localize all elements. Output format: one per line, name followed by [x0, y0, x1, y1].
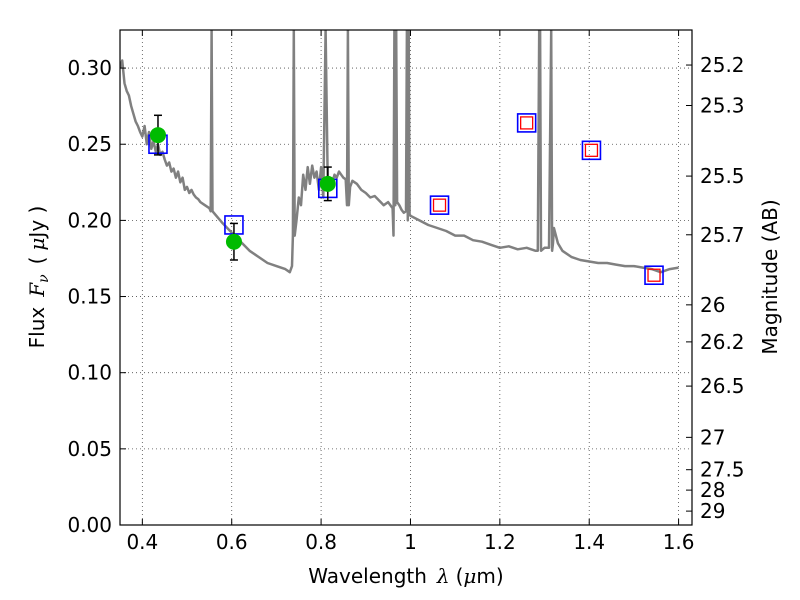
observed-flux-marker: [225, 233, 242, 250]
y-tick-label: 0.25: [67, 132, 112, 156]
y-tick-label: 0.20: [67, 208, 112, 232]
y2-tick-label: 29: [700, 499, 725, 523]
observed-flux-marker: [149, 127, 166, 144]
y2-tick-label: 25.3: [700, 94, 745, 118]
y2-tick-label: 27: [700, 425, 725, 449]
plot-area: [120, 30, 679, 286]
y2-tick-label: 28: [700, 478, 725, 502]
x-tick-label: 0.4: [126, 530, 158, 554]
model-spectrum-line: [120, 30, 679, 274]
y-tick-label: 0.30: [67, 56, 112, 80]
predicted-flux-marker: [520, 116, 534, 130]
y2-axis-title: Magnitude (AB): [758, 199, 782, 354]
predicted-flux-marker: [647, 268, 661, 282]
y-tick-label: 0.00: [67, 513, 112, 537]
y-tick-label: 0.10: [67, 361, 112, 385]
x-tick-label: 1: [404, 530, 417, 554]
y2-tick-label: 26.5: [700, 374, 745, 398]
model-flux-marker: [581, 140, 602, 161]
y-tick-label: 0.15: [67, 285, 112, 309]
model-flux-marker: [644, 265, 664, 286]
y-tick-label: 0.05: [67, 437, 112, 461]
x-tick-label: 0.6: [216, 530, 248, 554]
x-axis-title: Wavelength λ (μm): [308, 564, 503, 588]
x-tick-label: 1.6: [663, 530, 695, 554]
y2-tick-label: 26: [700, 293, 725, 317]
observed-flux-marker: [319, 175, 336, 192]
y2-tick-label: 25.2: [700, 53, 745, 77]
x-tick-label: 1.4: [573, 530, 605, 554]
model-flux-marker: [516, 113, 537, 133]
predicted-flux-marker: [432, 198, 447, 212]
axis-ticks: 0.4 0.6 0.8 1 1.2 1.4 1.6 0.00 0.05 0.10 0.15 0.20 0…: [67, 30, 745, 554]
model-flux-marker: [429, 195, 450, 215]
y2-tick-label: 25.7: [700, 223, 745, 247]
y2-tick-label: 27.5: [700, 458, 745, 482]
y2-tick-label: 26.2: [700, 330, 745, 354]
x-tick-label: 0.8: [305, 530, 337, 554]
x-tick-label: 1.2: [484, 530, 516, 554]
y-axis-title: FluxFν(μJy ): [25, 206, 52, 349]
plot-frame: [119, 29, 693, 526]
y2-tick-label: 25.5: [700, 164, 745, 188]
predicted-flux-marker: [584, 143, 599, 157]
